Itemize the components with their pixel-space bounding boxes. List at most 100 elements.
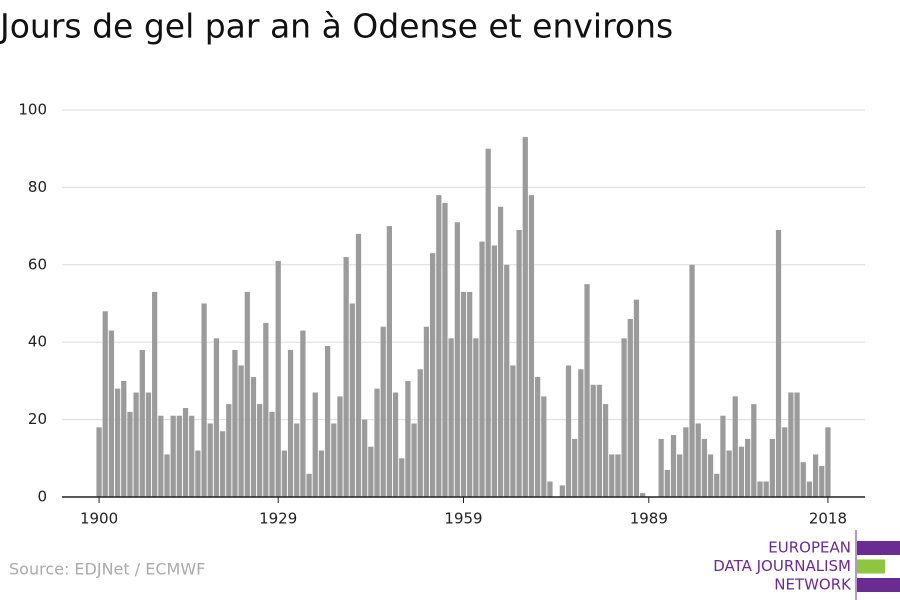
bar <box>189 415 195 497</box>
bar <box>386 226 393 497</box>
logo-bar <box>857 559 885 574</box>
bar <box>689 264 695 497</box>
bar <box>485 148 491 497</box>
bar <box>114 388 121 497</box>
bar <box>775 229 782 497</box>
bar <box>701 438 708 497</box>
bar <box>176 415 182 497</box>
bar <box>306 473 312 497</box>
bar <box>522 137 528 497</box>
bar <box>528 195 535 497</box>
bar <box>497 206 504 497</box>
chart-title: Jours de gel par an à Odense et environs <box>0 7 673 46</box>
x-tick-label: 1959 <box>444 510 482 528</box>
y-tick-label: 100 <box>18 101 47 119</box>
bar <box>312 392 318 497</box>
bar <box>479 241 485 497</box>
bar <box>664 469 670 497</box>
bar <box>460 291 467 497</box>
x-tick-label: 1989 <box>630 510 668 528</box>
bar <box>677 454 683 497</box>
bar <box>374 388 380 497</box>
bar <box>590 384 596 497</box>
bar <box>510 365 516 497</box>
bar <box>609 454 615 497</box>
bar <box>782 427 788 497</box>
bar <box>318 450 325 497</box>
bar <box>720 415 726 497</box>
bar <box>534 377 541 497</box>
bar <box>232 349 238 497</box>
bar <box>417 369 423 497</box>
bar <box>281 450 287 497</box>
bar <box>423 326 430 497</box>
bar <box>825 427 831 497</box>
bar <box>263 322 269 497</box>
bar <box>195 450 201 497</box>
source: Source: EDJNet / ECMWF <box>9 560 205 579</box>
bar <box>392 392 399 497</box>
bar <box>683 427 689 497</box>
bar <box>596 384 603 497</box>
bar <box>139 349 145 497</box>
bar <box>640 493 646 497</box>
bar <box>800 462 806 497</box>
bar <box>108 330 115 497</box>
bar <box>355 233 362 497</box>
logo-bar <box>857 578 900 592</box>
bar <box>102 311 108 497</box>
bar <box>201 303 207 497</box>
bar <box>96 427 102 497</box>
bar <box>429 253 436 497</box>
bar <box>491 245 498 497</box>
y-tick-label: 20 <box>28 410 47 428</box>
bar <box>547 481 553 497</box>
bar <box>578 369 584 497</box>
logo-text: DATA JOURNALISM <box>713 557 851 575</box>
x-tick-label: 2018 <box>809 510 847 528</box>
bar <box>399 458 405 497</box>
bar <box>732 396 738 497</box>
bar <box>121 380 127 497</box>
bar <box>152 291 158 497</box>
bar <box>300 330 306 497</box>
bar <box>559 485 565 497</box>
bar <box>473 338 479 497</box>
bar <box>133 392 139 497</box>
bar <box>331 423 337 497</box>
bar <box>602 404 609 497</box>
bar <box>226 404 232 497</box>
bar <box>763 481 769 497</box>
logo-text: EUROPEAN <box>768 539 851 557</box>
bar <box>362 419 368 497</box>
bar <box>812 454 819 497</box>
bar <box>436 195 442 497</box>
bar <box>745 438 751 497</box>
x-tick-label: 1929 <box>259 510 297 528</box>
logo-bar <box>857 541 900 555</box>
bar <box>250 377 257 497</box>
bar <box>145 392 152 497</box>
bar <box>411 423 417 497</box>
bar <box>504 264 510 497</box>
bar <box>769 438 775 497</box>
bar <box>442 202 448 497</box>
bar <box>757 481 763 497</box>
bar <box>565 365 572 497</box>
bar <box>337 396 343 497</box>
bar <box>170 415 176 497</box>
bar <box>324 346 331 497</box>
bar <box>584 284 590 497</box>
bar <box>621 338 627 497</box>
bar <box>287 349 294 497</box>
bar <box>368 446 374 497</box>
bar <box>257 404 263 497</box>
bar <box>670 435 677 497</box>
bar <box>658 438 664 497</box>
bar <box>343 257 349 497</box>
bar <box>794 392 800 497</box>
logo-text: NETWORK <box>774 576 852 594</box>
y-tick-label: 60 <box>28 255 47 273</box>
bar <box>738 446 745 497</box>
bar <box>615 454 621 497</box>
